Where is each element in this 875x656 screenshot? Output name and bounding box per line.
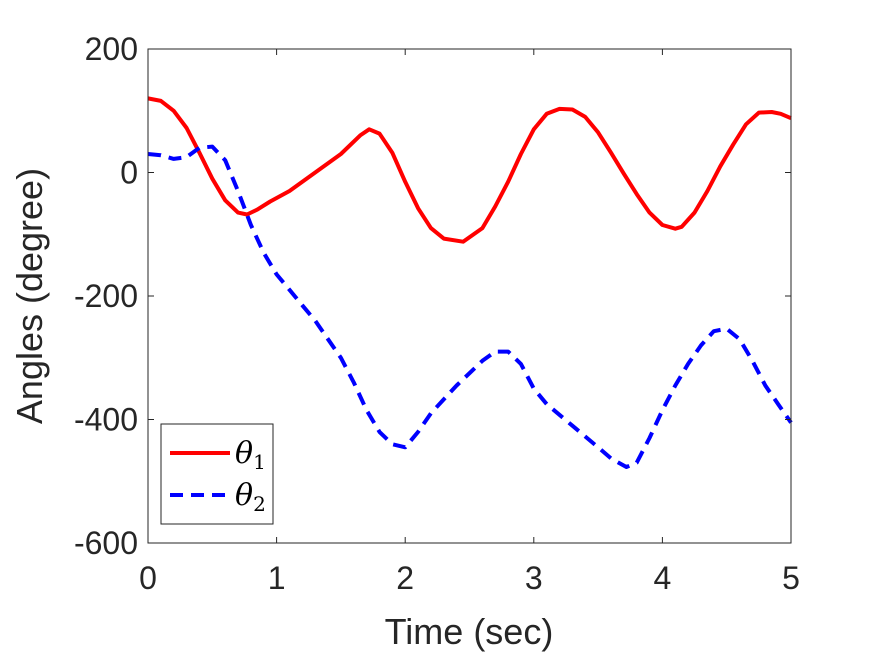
x-tick-label: 5 xyxy=(782,560,800,596)
y-tick-label: -400 xyxy=(74,402,138,438)
y-tick-label: -600 xyxy=(74,525,138,561)
y-tick-label: 0 xyxy=(120,155,138,191)
series-line-theta1 xyxy=(147,96,792,244)
x-tick-label: 1 xyxy=(268,560,286,596)
y-axis-label: Angles (degree) xyxy=(9,168,50,424)
series-layer xyxy=(147,96,793,469)
x-tick-label: 2 xyxy=(396,560,414,596)
y-tick-label: 200 xyxy=(85,31,138,67)
legend-label-theta1: θ1 xyxy=(235,436,266,474)
legend-box xyxy=(160,423,274,525)
x-tick-label: 3 xyxy=(525,560,543,596)
legend-label-theta2: θ2 xyxy=(235,478,266,516)
x-tick-label: 0 xyxy=(139,560,157,596)
y-tick-label: -200 xyxy=(74,278,138,314)
x-axis-label: Time (sec) xyxy=(385,611,554,652)
x-tick-label: 4 xyxy=(654,560,672,596)
series-line-theta2 xyxy=(147,144,793,469)
tick-layer: 0 1 2 3 4 5 200 0 -200 -400 -600 xyxy=(74,31,800,596)
legend: θ1 θ2 xyxy=(160,423,274,525)
